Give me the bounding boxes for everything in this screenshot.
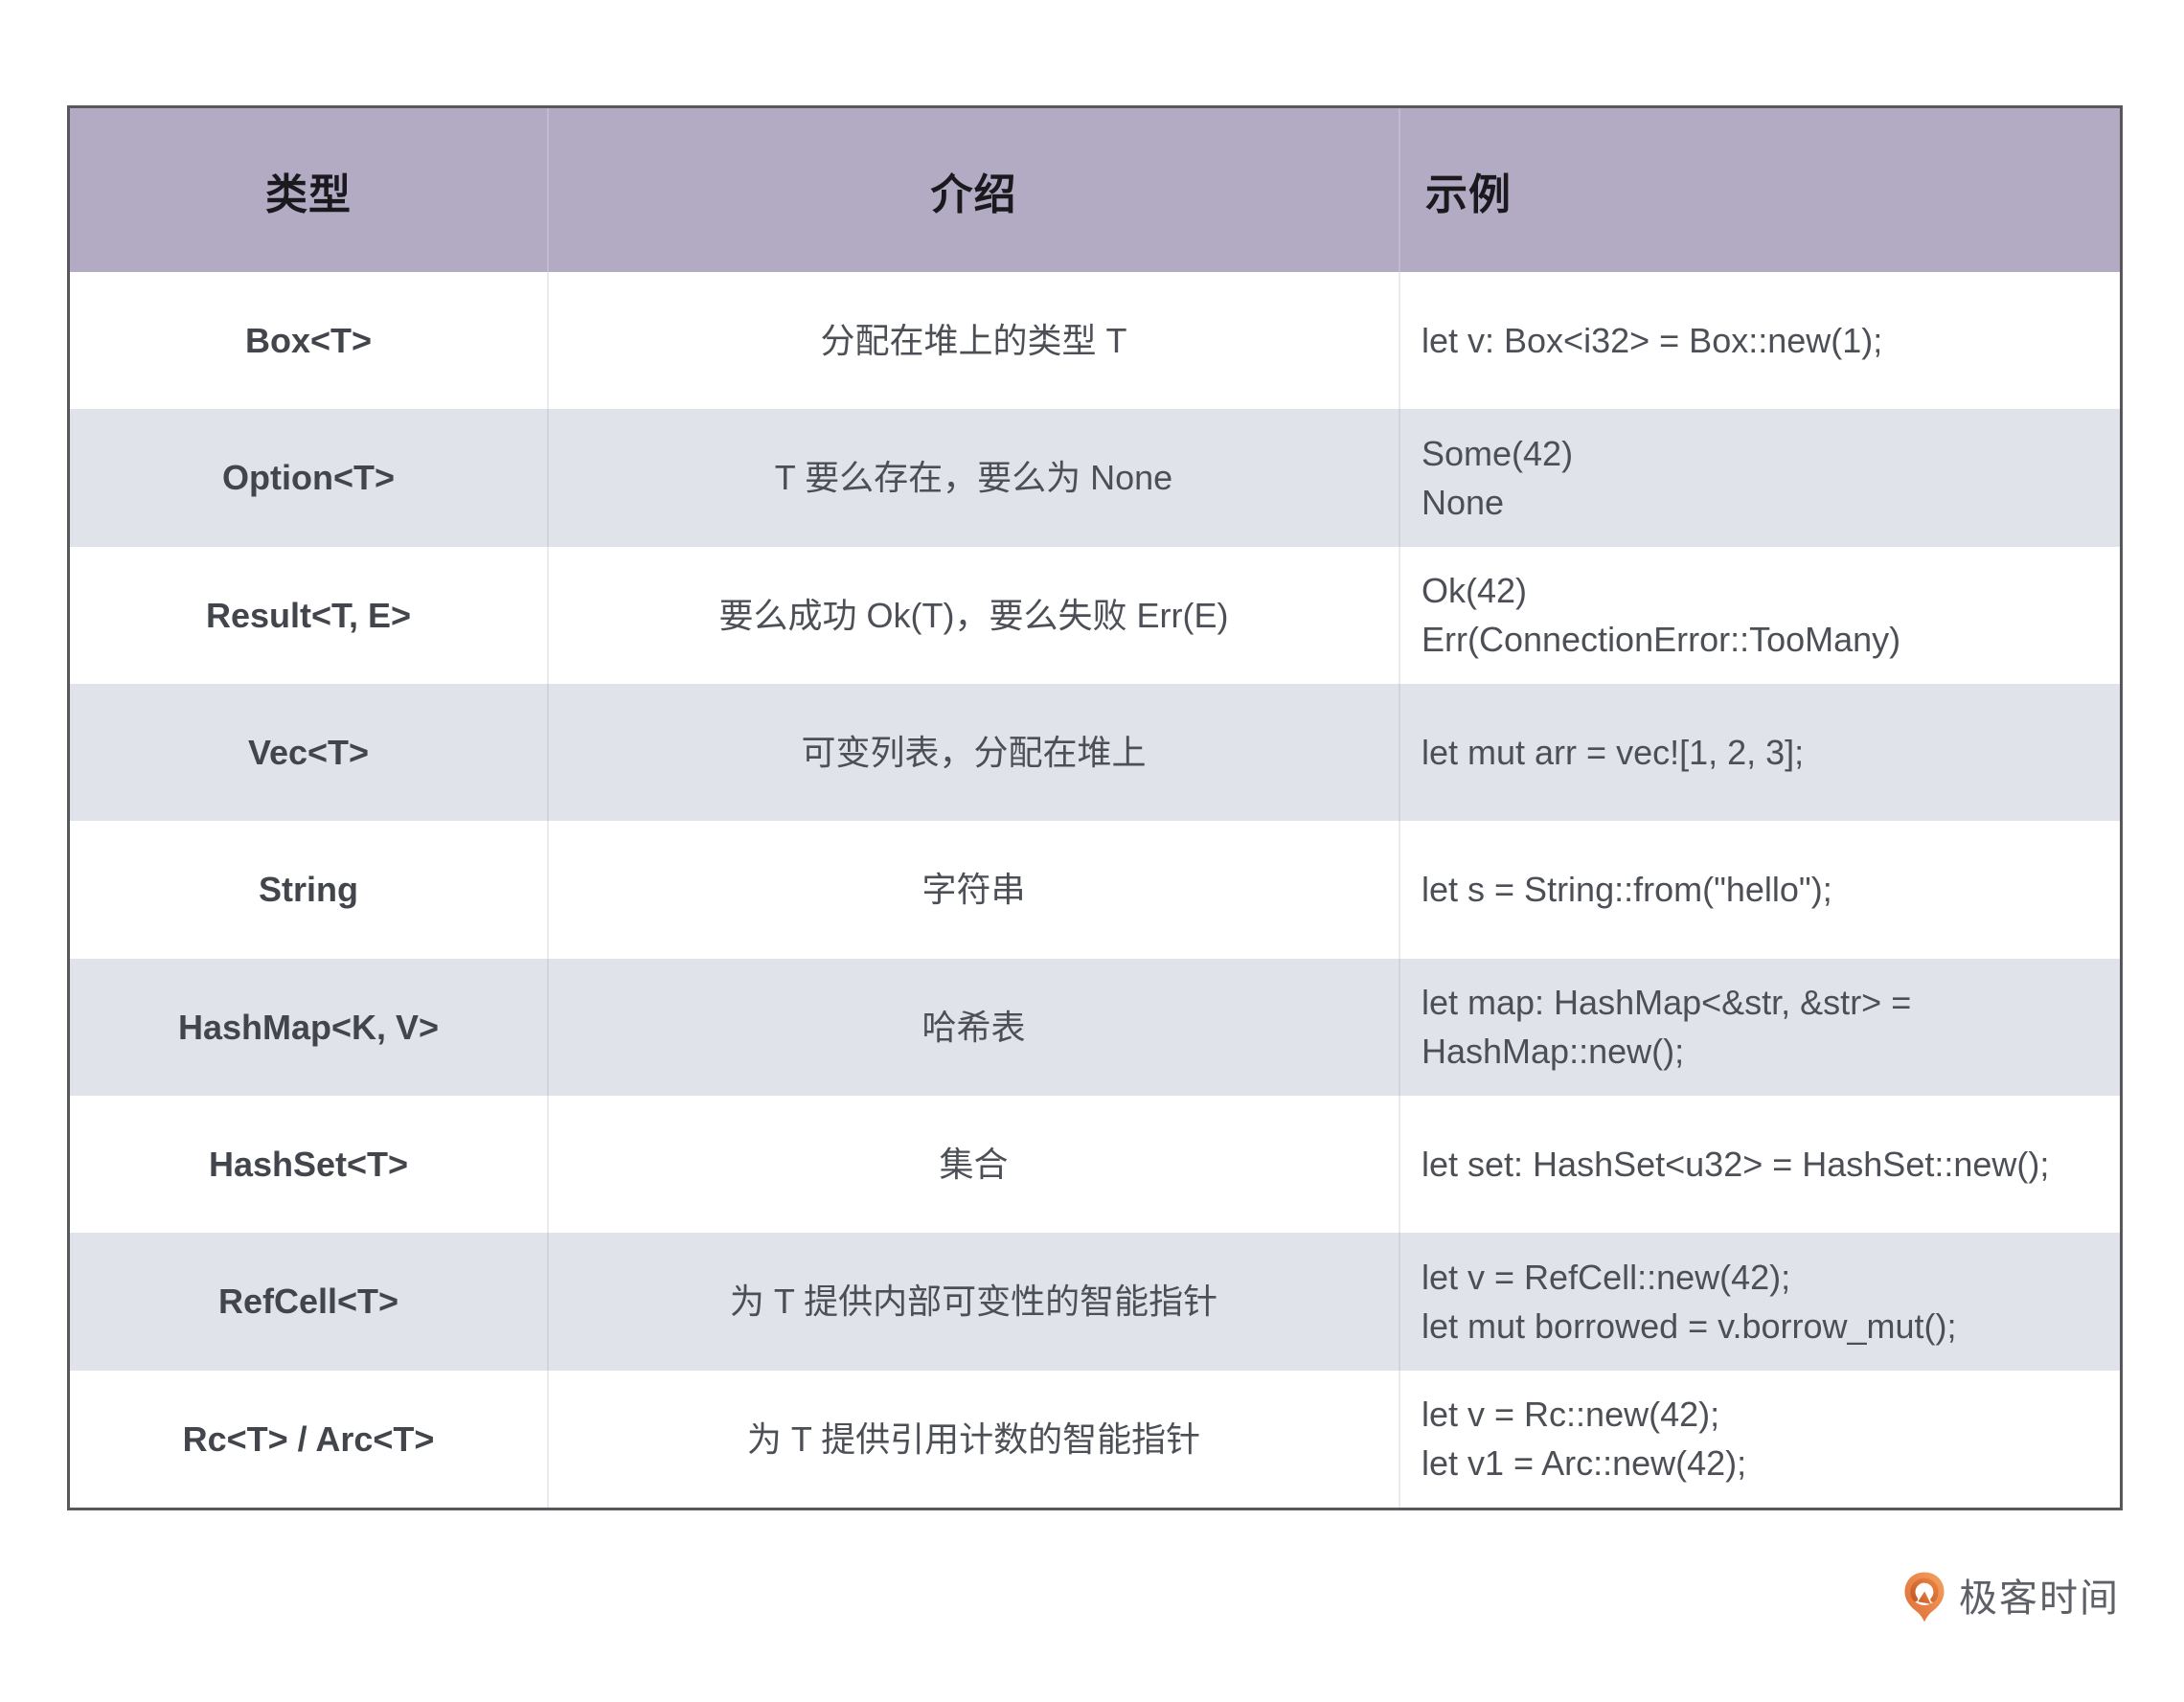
table-row: Result<T, E> 要么成功 Ok(T)，要么失败 Err(E) Ok(4…: [70, 546, 2120, 684]
description-cell: 哈希表: [547, 958, 1399, 1096]
example-cell: let set: HashSet<u32> = HashSet::new();: [1399, 1095, 2120, 1234]
table-row: HashSet<T> 集合 let set: HashSet<u32> = Ha…: [70, 1095, 2120, 1234]
table-row: HashMap<K, V> 哈希表 let map: HashMap<&str,…: [70, 958, 2120, 1096]
description-cell: 为 T 提供内部可变性的智能指针: [547, 1233, 1399, 1371]
example-cell: let v: Box<i32> = Box::new(1);: [1399, 272, 2120, 410]
table-row: String 字符串 let s = String::from("hello")…: [70, 821, 2120, 959]
example-cell: let v = Rc::new(42); let v1 = Arc::new(4…: [1399, 1370, 2120, 1508]
description-cell: 分配在堆上的类型 T: [547, 272, 1399, 410]
example-cell: let v = RefCell::new(42); let mut borrow…: [1399, 1233, 2120, 1371]
header-cell-type: 类型: [265, 170, 352, 218]
table-row: Rc<T> / Arc<T> 为 T 提供引用计数的智能指针 let v = R…: [70, 1370, 2120, 1508]
description-cell: 为 T 提供引用计数的智能指针: [547, 1370, 1399, 1508]
type-cell: Rc<T> / Arc<T>: [182, 1418, 435, 1459]
table-row: RefCell<T> 为 T 提供内部可变性的智能指针 let v = RefC…: [70, 1233, 2120, 1371]
type-cell: Vec<T>: [247, 733, 370, 773]
description-cell: 字符串: [547, 821, 1399, 959]
table-row: Option<T> T 要么存在，要么为 None Some(42) None: [70, 409, 2120, 547]
type-cell: RefCell<T>: [217, 1282, 399, 1322]
header-cell-desc: 介绍: [547, 108, 1399, 272]
table-row: Box<T> 分配在堆上的类型 T let v: Box<i32> = Box:…: [70, 272, 2120, 410]
description-cell: 要么成功 Ok(T)，要么失败 Err(E): [547, 546, 1399, 684]
rust-types-table: 类型 介绍 示例 Box<T> 分配在堆上的类型 T let v: Box<i3…: [67, 105, 2123, 1510]
type-cell: Option<T>: [222, 458, 395, 498]
type-cell: String: [259, 870, 358, 910]
example-cell: Some(42) None: [1399, 409, 2120, 547]
example-cell: let s = String::from("hello");: [1399, 821, 2120, 959]
example-cell: let map: HashMap<&str, &str> = HashMap::…: [1399, 958, 2120, 1096]
geektime-logo: 极客时间: [1902, 1571, 2120, 1625]
geektime-logo-text: 极客时间: [1959, 1577, 2120, 1620]
example-cell: let mut arr = vec![1, 2, 3];: [1399, 683, 2120, 822]
geektime-pin-icon: [1904, 1572, 1945, 1623]
table-row: Vec<T> 可变列表，分配在堆上 let mut arr = vec![1, …: [70, 683, 2120, 822]
header-cell-example: 示例: [1399, 108, 2120, 272]
description-cell: 集合: [547, 1095, 1399, 1234]
type-cell: HashSet<T>: [208, 1145, 409, 1185]
description-cell: T 要么存在，要么为 None: [547, 409, 1399, 547]
type-cell: HashMap<K, V>: [177, 1007, 440, 1047]
type-cell: Result<T, E>: [205, 595, 412, 635]
type-cell: Box<T>: [244, 321, 373, 361]
description-cell: 可变列表，分配在堆上: [547, 683, 1399, 822]
table-header-row: 类型 介绍 示例: [70, 108, 2120, 272]
example-cell: Ok(42) Err(ConnectionError::TooMany): [1399, 546, 2120, 684]
